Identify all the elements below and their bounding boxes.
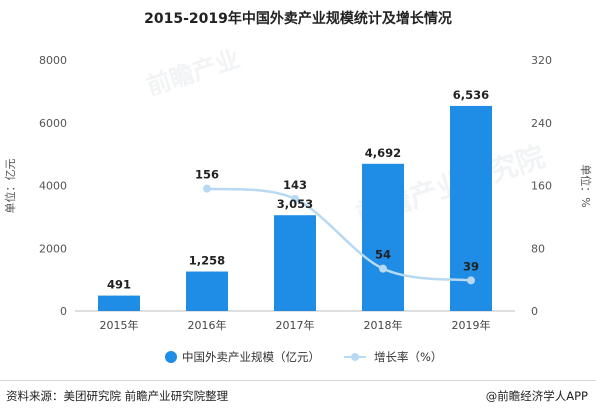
y2-tick-label: 0 xyxy=(531,305,538,318)
growth-value-label: 143 xyxy=(283,178,307,192)
line-series xyxy=(203,184,475,285)
bar-value-label: 6,536 xyxy=(453,88,489,102)
y-tick-label: 8000 xyxy=(39,54,67,67)
bar-value-label: 1,258 xyxy=(189,254,225,268)
x-tick-label: 2016年 xyxy=(188,318,227,332)
growth-line xyxy=(206,187,472,282)
x-tick-label: 2017年 xyxy=(276,318,315,332)
axes: 0 2000 4000 6000 8000 0 80 160 240 320 2015年 2016年 2… xyxy=(39,54,552,332)
growth-point xyxy=(203,184,211,193)
y2-tick-label: 80 xyxy=(531,242,545,255)
y-axis-label: 单位：亿元 xyxy=(3,159,17,214)
growth-point xyxy=(291,194,299,203)
x-tick-label: 2018年 xyxy=(364,318,403,332)
bar xyxy=(274,215,316,311)
bar xyxy=(98,295,140,311)
legend-bar-marker xyxy=(165,351,177,363)
y2-tick-label: 240 xyxy=(531,117,552,130)
legend: 中国外卖产业规模（亿元） 增长率（%） xyxy=(165,350,442,364)
growth-value-label: 39 xyxy=(463,259,479,273)
y-tick-label: 2000 xyxy=(39,242,67,255)
y-tick-label: 6000 xyxy=(39,117,67,130)
growth-point xyxy=(379,264,387,273)
y-tick-label: 4000 xyxy=(39,180,67,193)
bar xyxy=(186,271,228,311)
bar-series xyxy=(98,105,492,311)
bar xyxy=(362,163,404,311)
legend-bar-label: 中国外卖产业规模（亿元） xyxy=(182,350,320,364)
y2-tick-label: 160 xyxy=(531,180,552,193)
growth-value-label: 54 xyxy=(375,248,391,262)
svg-text:前瞻产业: 前瞻产业 xyxy=(143,44,243,100)
legend-line-dot xyxy=(351,353,359,361)
data-labels: 491 1,258 3,053 4,692 6,536 156 143 54 39 xyxy=(107,88,489,292)
chart-title: 2015-2019年中国外卖产业规模统计及增长情况 xyxy=(144,10,452,27)
x-tick-label: 2019年 xyxy=(452,318,491,332)
bar-value-label: 3,053 xyxy=(277,197,313,211)
y2-tick-label: 320 xyxy=(531,54,552,67)
legend-line-label: 增长率（%） xyxy=(374,350,442,364)
y2-axis-label: 单位：% xyxy=(579,164,593,207)
bar-value-label: 4,692 xyxy=(365,146,401,160)
chart: 2015-2019年中国外卖产业规模统计及增长情况 前瞻产业 前瞻产业研究院 0… xyxy=(3,10,593,364)
credit-note: @前瞻经济学人APP xyxy=(485,389,588,403)
source-note: 资料来源：美团研究院 前瞻产业研究院整理 xyxy=(6,389,229,403)
footer: 资料来源：美团研究院 前瞻产业研究院整理 @前瞻经济学人APP xyxy=(0,380,596,414)
x-tick-label: 2015年 xyxy=(100,318,139,332)
growth-value-label: 156 xyxy=(195,168,219,182)
y-tick-label: 0 xyxy=(60,305,67,318)
bar-value-label: 491 xyxy=(107,278,131,292)
growth-point xyxy=(467,276,475,285)
